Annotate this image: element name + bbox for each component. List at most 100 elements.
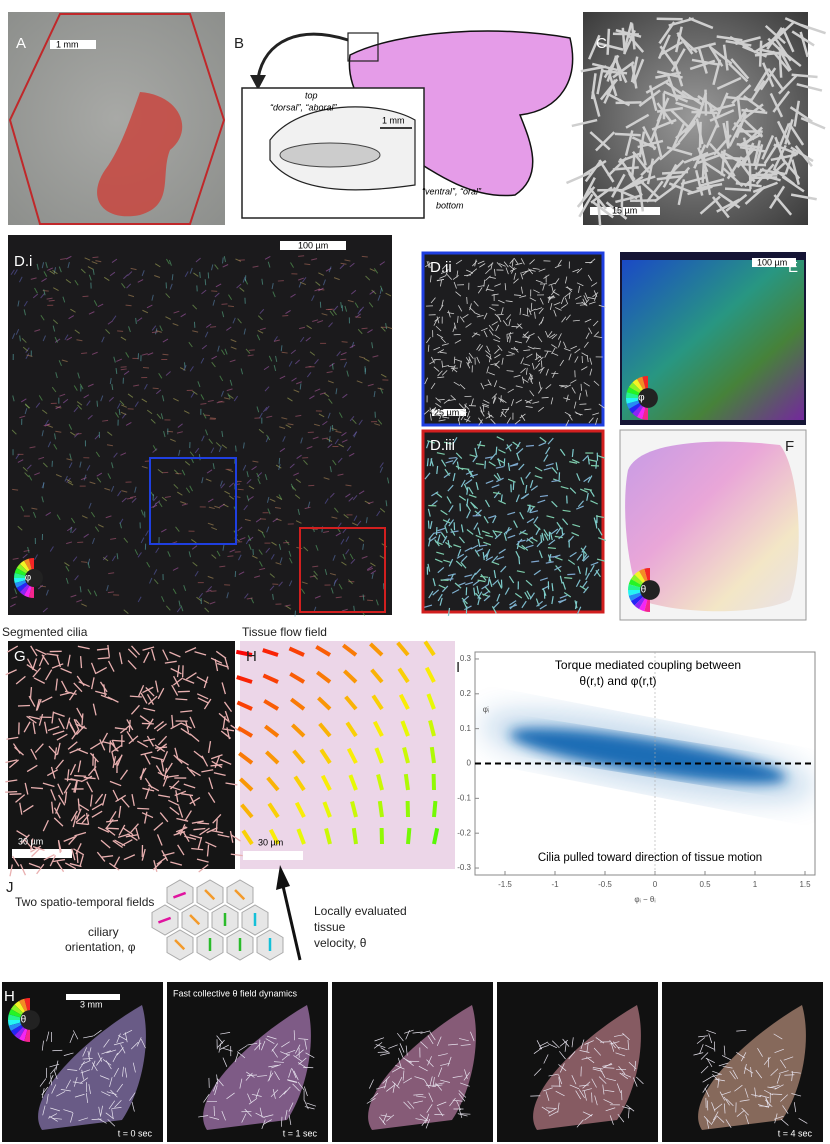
texture-stroke [165,762,173,774]
texture-stroke [169,651,181,658]
texture-stroke [293,389,300,393]
texture-stroke [329,426,332,433]
texture-stroke [234,1052,239,1063]
texture-stroke [284,1109,288,1120]
texture-stroke [26,715,37,724]
texture-stroke [189,485,193,492]
texture-stroke [20,505,25,512]
texture-stroke [268,1064,279,1068]
texture-stroke [295,1044,301,1054]
texture-stroke [88,502,92,509]
texture-stroke [55,372,58,379]
texture-stroke [366,1098,376,1104]
texture-stroke [239,1078,243,1089]
texture-stroke [36,863,45,875]
texture-stroke [337,457,343,463]
texture-stroke [200,394,205,400]
texture-stroke [460,479,466,488]
texture-stroke [81,1069,84,1080]
texture-stroke [230,724,241,733]
texture-stroke [599,1068,606,1078]
texture-stroke [458,1093,466,1102]
texture-stroke [6,736,19,740]
panel-label: B [234,35,244,52]
texture-stroke [242,464,247,471]
texture-stroke [474,549,480,557]
texture-stroke [473,311,481,316]
texture-stroke [793,1102,797,1113]
texture-stroke [230,833,241,842]
texture-stroke [261,1040,266,1051]
texture-stroke [705,1044,715,1050]
texture-stroke [49,855,57,867]
texture-stroke [605,1107,616,1112]
texture-stroke [772,90,791,113]
texture-stroke [437,376,445,379]
texture-stroke [173,397,179,402]
texture-stroke [462,314,469,319]
texture-stroke [529,372,534,380]
texture-stroke [470,544,479,550]
texture-stroke [297,1062,307,1069]
texture-stroke [30,277,37,280]
texture-stroke [536,353,543,359]
texture-stroke [585,572,591,581]
texture-stroke [589,131,611,151]
texture-stroke [189,716,196,729]
texture-stroke [106,827,119,830]
texture-stroke [191,820,204,824]
texture-stroke [333,277,340,281]
flow-arrow [426,693,436,710]
texture-stroke [13,269,18,275]
texture-stroke [146,561,151,568]
texture-stroke [581,352,588,357]
texture-stroke [257,315,263,321]
texture-stroke [377,294,381,301]
texture-stroke [114,727,127,730]
texture-stroke [351,418,357,425]
texture-stroke [340,262,347,265]
texture-stroke [232,317,236,324]
texture-stroke [485,284,490,292]
texture-stroke [445,460,454,464]
texture-stroke [128,735,139,745]
texture-stroke [311,295,315,302]
texture-stroke [20,398,27,403]
texture-stroke [480,573,487,581]
texture-stroke [558,1077,561,1088]
texture-stroke [564,411,572,417]
texture-stroke [285,605,292,610]
texture-stroke [375,1044,386,1048]
texture-stroke [513,374,521,378]
texture-stroke [585,332,590,340]
texture-stroke [70,810,78,822]
texture-stroke [196,676,208,684]
flow-arrow [344,695,358,711]
texture-stroke [578,1089,585,1098]
texture-stroke [224,348,228,355]
texture-stroke [35,402,41,408]
texture-stroke [107,473,112,479]
texture-stroke [377,419,383,425]
texture-stroke [426,260,430,268]
texture-stroke [123,370,130,375]
subtitle: Fast collective θ field dynamics [173,988,298,998]
texture-stroke [698,1035,709,1038]
texture-stroke [592,320,599,327]
annotation: tissue [314,920,346,934]
texture-stroke [96,851,106,862]
texture-stroke [193,272,199,277]
texture-stroke [118,652,123,665]
panel-label: I [456,659,460,676]
texture-stroke [219,758,232,765]
texture-stroke [271,541,277,546]
texture-stroke [514,592,523,599]
texture-stroke [44,419,49,426]
time-label: t = 1 sec [283,1128,318,1138]
texture-stroke [509,603,517,610]
texture-stroke [102,555,108,561]
texture-stroke [612,1041,620,1050]
texture-stroke [464,605,472,611]
texture-stroke [101,855,114,858]
texture-stroke [113,452,118,458]
